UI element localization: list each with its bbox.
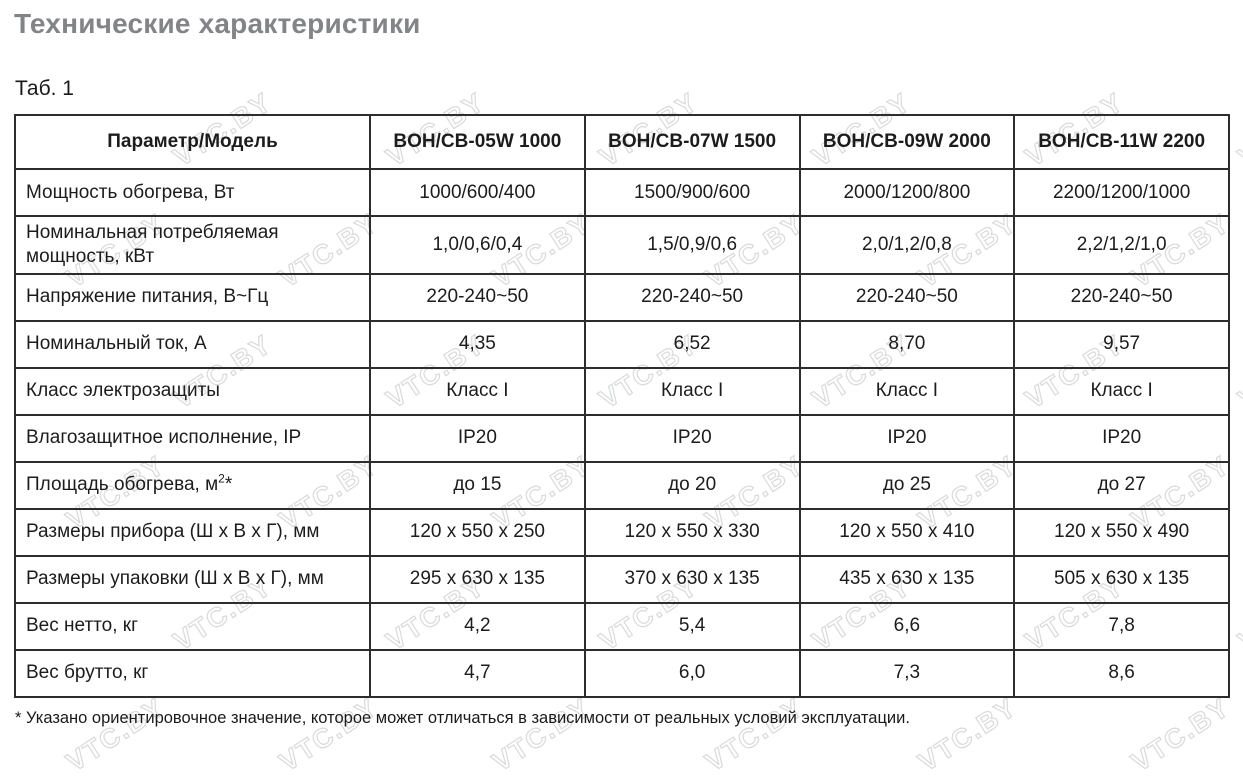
cell-value: 9,57 bbox=[1013, 319, 1230, 369]
cell-value: 1,5/0,9/0,6 bbox=[583, 215, 801, 275]
cell-value: Класс I bbox=[1013, 366, 1230, 416]
page: VTC.BY VTC.BY VTC.BY VTC.BY VTC.BY VTC.BY VTC.… bbox=[14, 8, 1243, 778]
column-header-model-2: BOH/CB-07W 1500 bbox=[583, 114, 801, 170]
param-label: Напряжение питания, В~Гц bbox=[14, 272, 371, 322]
table-row: Класс электрозащиты Класс I Класс I Клас… bbox=[14, 366, 1230, 416]
table-row: Вес брутто, кг 4,7 6,0 7,3 8,6 bbox=[14, 648, 1230, 698]
cell-value: 220-240~50 bbox=[798, 272, 1016, 322]
cell-value: IP20 bbox=[583, 413, 801, 463]
cell-value: 120 x 550 x 250 bbox=[369, 507, 586, 557]
cell-value: 1000/600/400 bbox=[369, 168, 586, 217]
cell-value: IP20 bbox=[798, 413, 1016, 463]
param-label: Площадь обогрева, м2* bbox=[14, 460, 371, 510]
cell-value: до 20 bbox=[583, 460, 801, 510]
param-label-asterisk: * bbox=[224, 474, 233, 496]
cell-value: 220-240~50 bbox=[583, 272, 801, 322]
cell-value: 7,8 bbox=[1013, 601, 1230, 651]
cell-value: 120 x 550 x 490 bbox=[1013, 507, 1230, 557]
param-label: Номинальная потребляемая мощность, кВт bbox=[14, 215, 371, 275]
cell-value: IP20 bbox=[1013, 413, 1230, 463]
cell-value: Класс I bbox=[583, 366, 801, 416]
column-header-model-4: BOH/CB-11W 2200 bbox=[1013, 114, 1230, 170]
cell-value: 220-240~50 bbox=[369, 272, 586, 322]
cell-value: 120 x 550 x 410 bbox=[798, 507, 1016, 557]
table-row: Мощность обогрева, Вт 1000/600/400 1500/… bbox=[14, 168, 1230, 217]
param-label: Вес брутто, кг bbox=[14, 648, 371, 698]
cell-value: 4,7 bbox=[369, 648, 586, 698]
cell-value: Класс I bbox=[798, 366, 1016, 416]
cell-value: Класс I bbox=[369, 366, 586, 416]
cell-value: 220-240~50 bbox=[1013, 272, 1230, 322]
spec-table: Параметр/Модель BOH/CB-05W 1000 BOH/CB-0… bbox=[14, 114, 1230, 698]
param-label: Влагозащитное исполнение, IP bbox=[14, 413, 371, 463]
table-row: Напряжение питания, В~Гц 220-240~50 220-… bbox=[14, 272, 1230, 322]
param-label-text: Площадь обогрева, м bbox=[26, 474, 219, 496]
table-row: Размеры упаковки (Ш х В х Г), мм 295 x 6… bbox=[14, 554, 1230, 604]
table-row: Площадь обогрева, м2* до 15 до 20 до 25 … bbox=[14, 460, 1230, 510]
table-row: Номинальная потребляемая мощность, кВт 1… bbox=[14, 215, 1230, 275]
table-row: Номинальный ток, А 4,35 6,52 8,70 9,57 bbox=[14, 319, 1230, 369]
param-label: Мощность обогрева, Вт bbox=[14, 168, 371, 217]
cell-value: 2000/1200/800 bbox=[798, 168, 1016, 217]
cell-value: 505 x 630 x 135 bbox=[1013, 554, 1230, 604]
cell-value: 1500/900/600 bbox=[583, 168, 801, 217]
table-caption: Таб. 1 bbox=[15, 77, 74, 100]
cell-value: 2,2/1,2/1,0 bbox=[1013, 215, 1230, 275]
column-header-parameter: Параметр/Модель bbox=[14, 114, 371, 170]
column-header-model-1: BOH/CB-05W 1000 bbox=[369, 114, 586, 170]
cell-value: 6,6 bbox=[798, 601, 1016, 651]
param-label-superscript: 2 bbox=[218, 471, 225, 486]
cell-value: 8,6 bbox=[1013, 648, 1230, 698]
table-row: Влагозащитное исполнение, IP IP20 IP20 I… bbox=[14, 413, 1230, 463]
cell-value: до 27 bbox=[1013, 460, 1230, 510]
table-row: Размеры прибора (Ш х В х Г), мм 120 x 55… bbox=[14, 507, 1230, 557]
cell-value: до 15 bbox=[369, 460, 586, 510]
cell-value: 6,0 bbox=[583, 648, 801, 698]
param-label: Размеры прибора (Ш х В х Г), мм bbox=[14, 507, 371, 557]
cell-value: 5,4 bbox=[583, 601, 801, 651]
table-header-row: Параметр/Модель BOH/CB-05W 1000 BOH/CB-0… bbox=[14, 114, 1230, 170]
cell-value: 435 x 630 x 135 bbox=[798, 554, 1016, 604]
column-header-model-3: BOH/CB-09W 2000 bbox=[798, 114, 1016, 170]
param-label: Номинальный ток, А bbox=[14, 319, 371, 369]
param-label: Вес нетто, кг bbox=[14, 601, 371, 651]
cell-value: 120 x 550 x 330 bbox=[583, 507, 801, 557]
cell-value: IP20 bbox=[369, 413, 586, 463]
cell-value: 2200/1200/1000 bbox=[1013, 168, 1230, 217]
cell-value: до 25 bbox=[798, 460, 1016, 510]
cell-value: 2,0/1,2/0,8 bbox=[798, 215, 1016, 275]
cell-value: 370 x 630 x 135 bbox=[583, 554, 801, 604]
page-title: Технические характеристики bbox=[14, 8, 421, 39]
footnote: * Указано ориентировочное значение, кото… bbox=[15, 708, 910, 727]
content: Технические характеристики Таб. 1 Параме… bbox=[14, 8, 1230, 727]
cell-value: 7,3 bbox=[798, 648, 1016, 698]
cell-value: 4,2 bbox=[369, 601, 586, 651]
cell-value: 295 x 630 x 135 bbox=[369, 554, 586, 604]
cell-value: 6,52 bbox=[583, 319, 801, 369]
param-label: Класс электрозащиты bbox=[14, 366, 371, 416]
param-label: Размеры упаковки (Ш х В х Г), мм bbox=[14, 554, 371, 604]
cell-value: 8,70 bbox=[798, 319, 1016, 369]
cell-value: 1,0/0,6/0,4 bbox=[369, 215, 586, 275]
table-row: Вес нетто, кг 4,2 5,4 6,6 7,8 bbox=[14, 601, 1230, 651]
cell-value: 4,35 bbox=[369, 319, 586, 369]
